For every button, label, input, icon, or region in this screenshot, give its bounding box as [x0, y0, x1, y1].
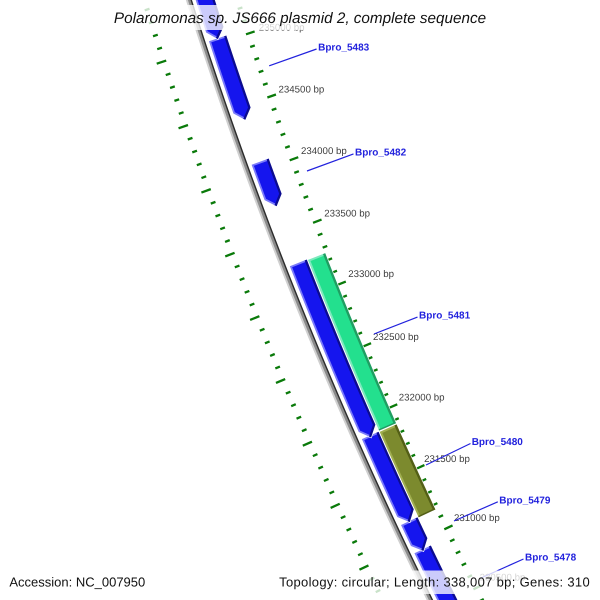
- svg-text:Bpro_5481: Bpro_5481: [419, 311, 471, 322]
- svg-text:234000 bp: 234000 bp: [301, 146, 347, 157]
- svg-text:232000 bp: 232000 bp: [399, 392, 445, 403]
- svg-text:Topology: circular; Length: 33: Topology: circular; Length: 338,007 bp; …: [279, 574, 590, 589]
- svg-text:Accession: NC_007950: Accession: NC_007950: [9, 574, 145, 589]
- svg-text:234500 bp: 234500 bp: [279, 85, 325, 96]
- svg-text:233500 bp: 233500 bp: [324, 209, 370, 220]
- svg-text:231000 bp: 231000 bp: [454, 513, 500, 524]
- svg-text:232500 bp: 232500 bp: [373, 332, 419, 343]
- svg-text:Bpro_5482: Bpro_5482: [355, 147, 407, 158]
- svg-text:Polaromonas sp. JS666 plasmid: Polaromonas sp. JS666 plasmid 2, complet…: [114, 10, 486, 27]
- svg-text:233000 bp: 233000 bp: [348, 269, 394, 280]
- svg-text:Bpro_5478: Bpro_5478: [525, 553, 577, 564]
- svg-text:Bpro_5480: Bpro_5480: [472, 437, 524, 448]
- svg-text:Bpro_5483: Bpro_5483: [318, 43, 370, 54]
- svg-text:231500 bp: 231500 bp: [424, 454, 470, 465]
- svg-text:Bpro_5479: Bpro_5479: [499, 495, 551, 506]
